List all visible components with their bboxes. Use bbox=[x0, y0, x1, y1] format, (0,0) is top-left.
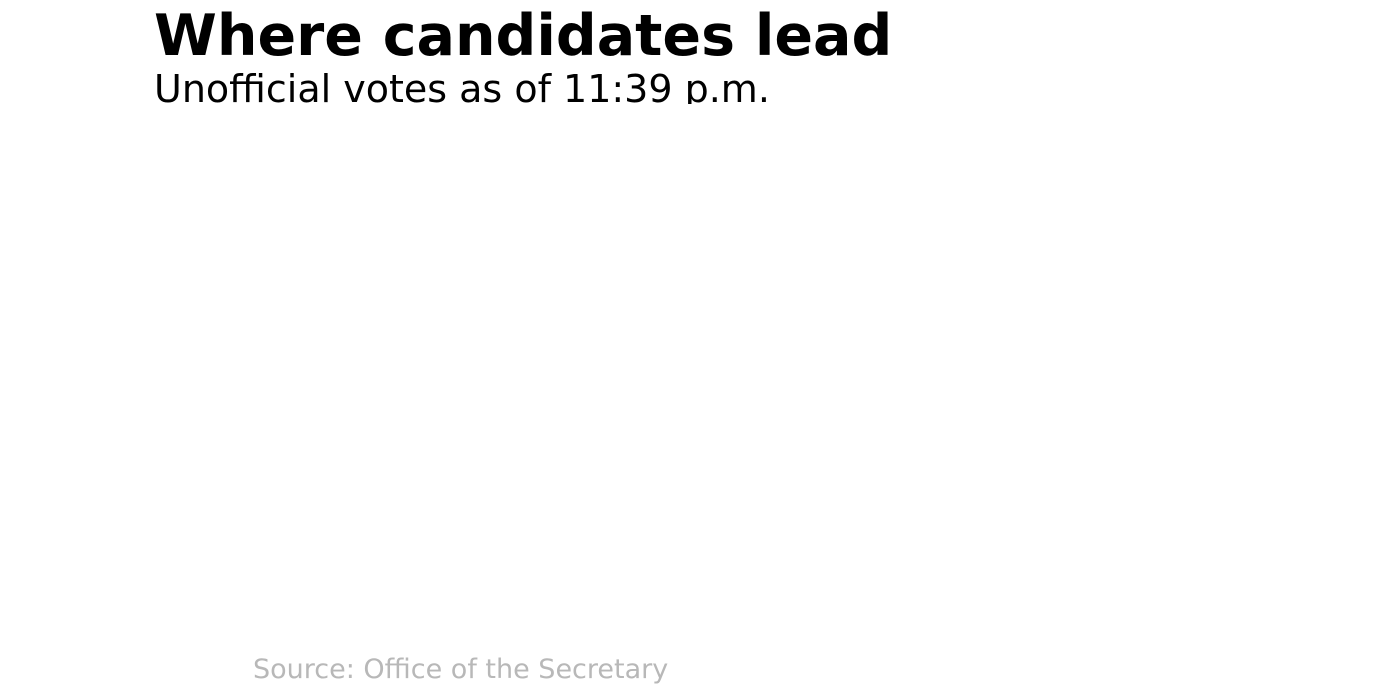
source-note: Source: Office of the Secretary bbox=[253, 654, 669, 685]
page-subtitle: Unofficial votes as of 11:39 p.m. bbox=[154, 67, 770, 104]
subtitle-container: Unofficial votes as of 11:39 p.m. bbox=[154, 66, 1054, 104]
page-title: Where candidates lead bbox=[154, 3, 893, 69]
